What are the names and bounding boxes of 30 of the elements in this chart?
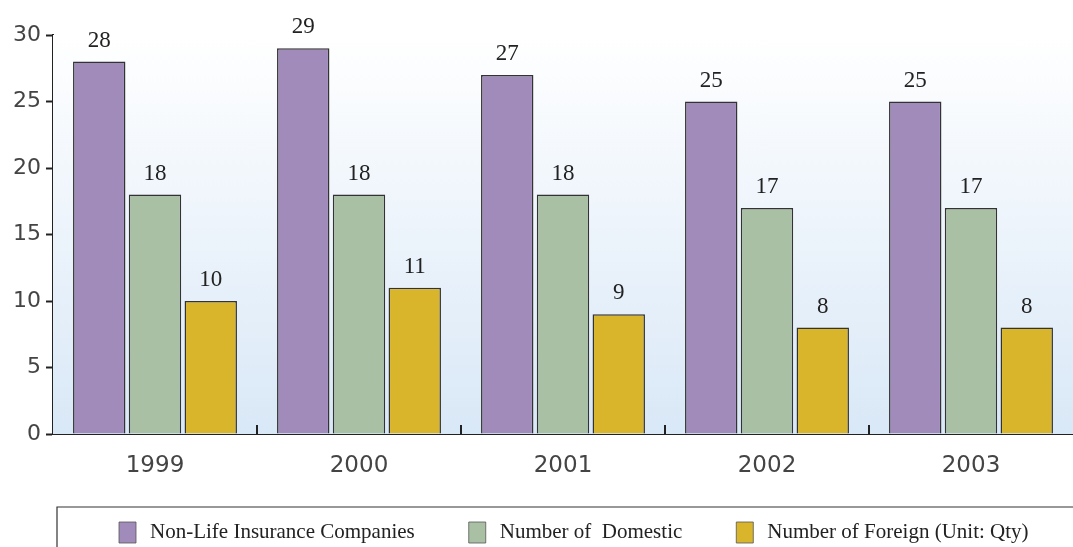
data-label: 17 [755, 172, 779, 198]
y-tick-label: 5 [27, 353, 41, 379]
data-label: 25 [903, 66, 927, 92]
data-label: 18 [143, 159, 167, 185]
y-tick-label: 20 [13, 153, 41, 179]
data-label: 25 [699, 66, 723, 92]
data-label: 18 [551, 159, 575, 185]
y-tick-label: 15 [13, 220, 41, 246]
legend-label: Number of Foreign (Unit: Qty) [767, 518, 1029, 543]
x-tick-label: 2001 [533, 450, 593, 477]
data-label: 29 [291, 13, 315, 39]
legend-label: Number of Domestic [499, 518, 683, 543]
data-label: 8 [1021, 292, 1033, 318]
legend-label: Non-Life Insurance Companies [150, 518, 415, 543]
data-label: 9 [613, 279, 625, 305]
data-label: 18 [347, 159, 371, 185]
y-tick-label: 25 [13, 87, 41, 113]
y-tick-label: 0 [27, 419, 41, 445]
data-label: 17 [959, 172, 983, 198]
y-tick-label: 10 [13, 286, 41, 312]
data-label: 10 [199, 266, 223, 291]
data-label: 8 [817, 292, 829, 318]
x-tick-label: 1999 [125, 450, 185, 477]
data-label: 11 [403, 252, 426, 278]
x-tick-label: 2000 [329, 450, 389, 477]
x-tick-label: 2003 [941, 450, 1001, 477]
data-label: 28 [87, 26, 111, 52]
x-tick-label: 2002 [737, 450, 797, 477]
y-tick-label: 30 [13, 20, 41, 46]
data-label: 27 [495, 39, 519, 65]
